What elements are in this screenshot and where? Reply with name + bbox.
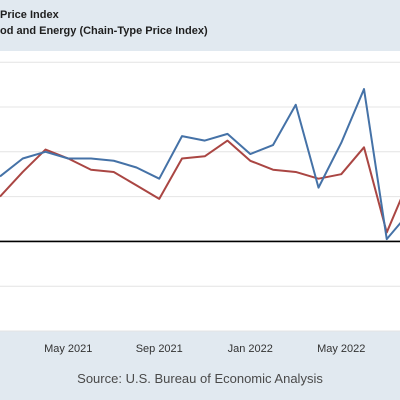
chart-title: Price Index	[0, 9, 59, 21]
x-tick-label: May 2021	[44, 343, 92, 355]
x-tick-label: May 2022	[317, 343, 365, 355]
x-tick-label: Sep 2021	[136, 343, 183, 355]
source-note: Source: U.S. Bureau of Economic Analysis	[77, 371, 323, 386]
series-line-1	[0, 88, 400, 241]
series-layer	[0, 88, 400, 241]
x-tick-label: Jan 2022	[228, 343, 273, 355]
chart-subtitle: od and Energy (Chain-Type Price Index)	[0, 25, 208, 37]
x-axis-ticks: May 2021 Sep 2021 Jan 2022 May 2022	[44, 343, 365, 355]
plot-area	[0, 51, 400, 331]
